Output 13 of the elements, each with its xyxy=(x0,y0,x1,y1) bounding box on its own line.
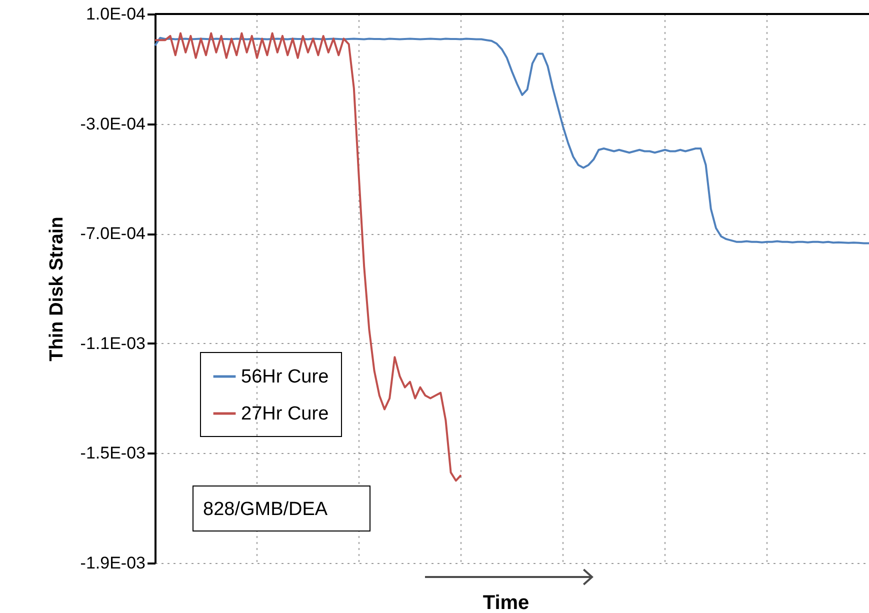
y-axis-title: Thin Disk Strain xyxy=(46,216,68,362)
legend-label: 27Hr Cure xyxy=(241,404,329,424)
line-series xyxy=(154,32,462,482)
y-tick-label: -1.1E-03 xyxy=(80,334,146,353)
y-tick-label: -3.0E-04 xyxy=(80,114,146,134)
y-tick-label: -1.5E-03 xyxy=(80,444,146,463)
line-series xyxy=(154,36,869,244)
annotation: 828/GMB/DEA xyxy=(203,499,328,520)
x-axis-title: Time xyxy=(482,592,530,613)
y-tick-label: -1.9E-03 xyxy=(80,554,146,572)
y-tick-label: -7.0E-04 xyxy=(80,224,146,244)
legend-label: 56Hr Cure xyxy=(241,366,329,388)
y-tick-label: 1.0E-04 xyxy=(86,4,146,24)
